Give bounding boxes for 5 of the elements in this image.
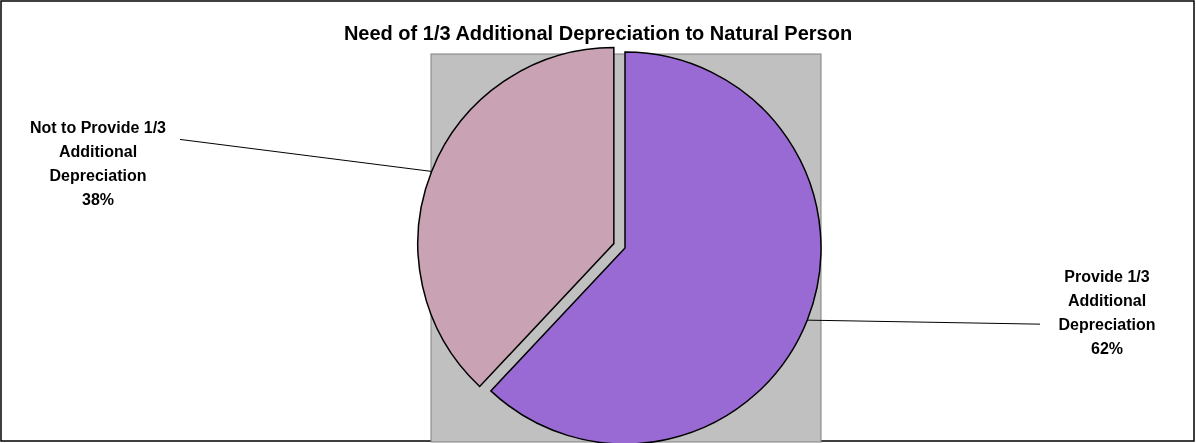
slice-label: Provide 1/3 Additional Depreciation: [1058, 268, 1156, 334]
chart-title: Need of 1/3 Additional Depreciation to Natural Person: [343, 22, 853, 44]
slice-label: Not to Provide 1/3 Additional Depreciation: [29, 119, 167, 185]
data-label: 62%: [1090, 340, 1124, 358]
data-label: 38%: [81, 191, 115, 209]
